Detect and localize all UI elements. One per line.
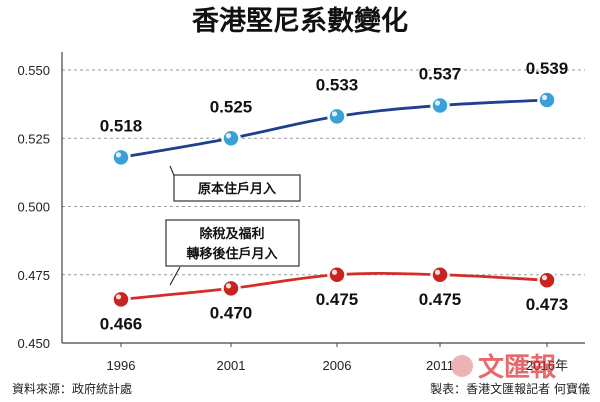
credit-note: 製表：香港文匯報記者 何寶儀 (430, 381, 590, 396)
data-point-highlight (434, 269, 441, 275)
data-label: 0.537 (419, 64, 462, 83)
series-lower: 0.466 0.470 0.475 0.475 0.473 (100, 265, 569, 333)
y-tick-label: 0.500 (17, 200, 50, 215)
x-tick-label: 2001 (217, 358, 246, 373)
chart-title: 香港堅尼系數變化 (192, 5, 408, 37)
data-point (537, 90, 557, 110)
data-point-highlight (115, 294, 122, 300)
data-point-highlight (331, 269, 338, 275)
data-point (327, 265, 347, 285)
source-note: 資料來源：政府統計處 (12, 381, 132, 396)
data-point (430, 95, 450, 116)
callout-leader-lower (169, 266, 181, 286)
data-label: 0.533 (316, 75, 359, 94)
data-point-highlight (541, 275, 548, 281)
y-tick-labels: 0.550 0.525 0.500 0.475 0.450 (17, 63, 50, 351)
series-upper: 0.518 0.525 0.533 0.537 0.539 (100, 59, 569, 168)
legend-upper-series: 原本住戶月入 (169, 165, 301, 202)
x-tick-label: 2006 (323, 358, 352, 373)
legend-lower-series: 除稅及福利 轉移後住戶月入 (165, 219, 300, 286)
watermark: 文匯報 (451, 352, 557, 383)
y-tick-label: 0.450 (17, 336, 50, 351)
data-label: 0.466 (100, 314, 143, 333)
data-point-highlight (434, 100, 441, 106)
data-point (221, 128, 241, 148)
y-tick-label: 0.475 (17, 268, 50, 283)
callout-box-upper (173, 174, 301, 202)
data-point (327, 106, 347, 127)
y-tick-label: 0.525 (17, 131, 50, 146)
callout-box-lower (165, 219, 300, 267)
data-point (430, 265, 450, 285)
data-point-highlight (225, 283, 232, 289)
legend-label-lower-line1: 除稅及福利 (199, 226, 264, 242)
x-tick-labels: 1996 2001 2006 2011 2016年 (107, 343, 568, 373)
data-point (537, 270, 557, 290)
data-label: 0.539 (526, 59, 569, 78)
data-point-highlight (541, 94, 548, 101)
data-label: 0.473 (526, 295, 569, 314)
data-point-highlight (331, 111, 338, 117)
series-group: 0.518 0.525 0.533 0.537 0.539 0.466 0.470 0.475… (100, 59, 569, 333)
data-point (111, 289, 131, 310)
legend-label-lower-line2: 轉移後住戶月入 (186, 246, 277, 262)
data-label: 0.475 (316, 290, 359, 309)
y-tick-label: 0.550 (17, 63, 50, 78)
x-tick-label: 2011 (426, 358, 454, 373)
legend-label-upper: 原本住戶月入 (198, 181, 276, 197)
data-point-highlight (225, 133, 232, 139)
data-label: 0.518 (100, 116, 143, 135)
watermark-text: 文匯報 (478, 352, 557, 383)
data-label: 0.525 (210, 97, 253, 116)
data-label: 0.470 (210, 303, 253, 322)
data-label: 0.475 (419, 290, 462, 309)
data-point (221, 278, 241, 299)
data-point-highlight (115, 152, 122, 158)
data-point (111, 147, 131, 168)
x-tick-label: 1996 (107, 358, 136, 373)
watermark-logo-icon (451, 355, 473, 377)
x-tick-label: 2016年 (526, 358, 568, 373)
